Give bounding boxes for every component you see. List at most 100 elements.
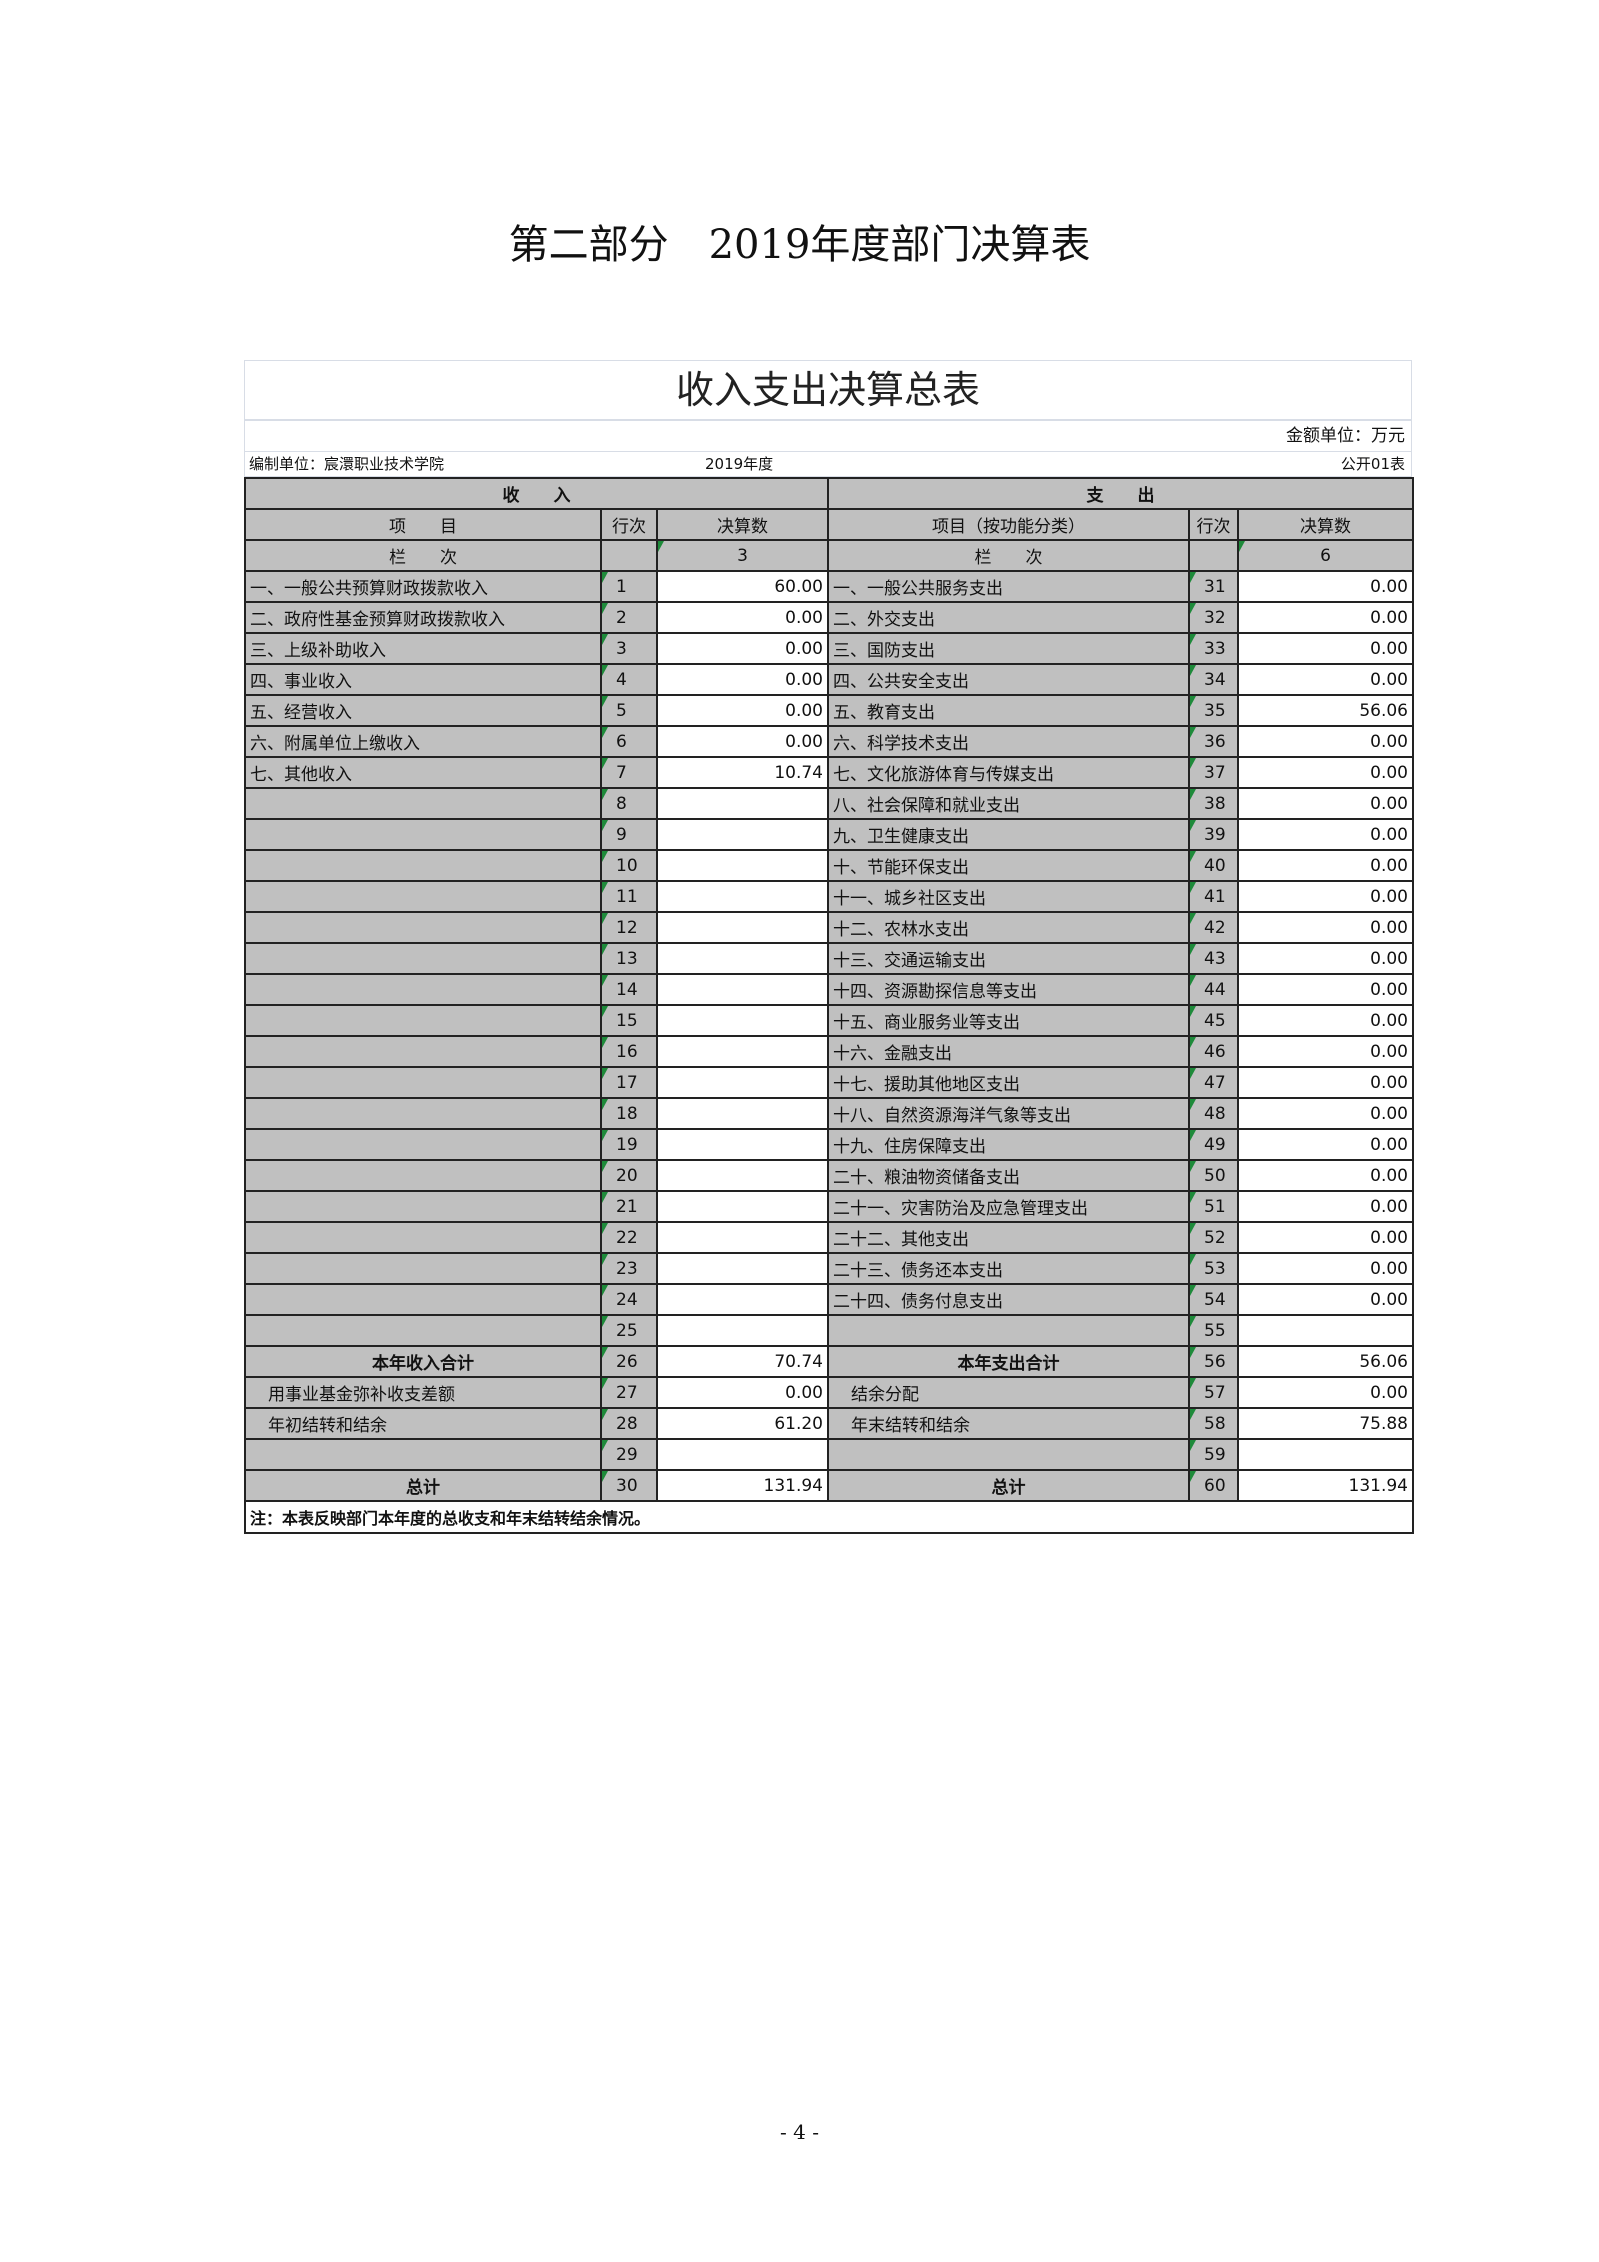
income-amount: [656, 787, 829, 820]
expense-amount: 75.88: [1237, 1407, 1414, 1440]
income-row-no: 9: [600, 818, 658, 851]
expense-amount: 0.00: [1237, 1221, 1414, 1254]
table-row: 本年收入合计 26 70.74 本年支出合计 56 56.06: [244, 1345, 1414, 1378]
income-item: 二、政府性基金预算财政拨款收入: [244, 601, 602, 634]
income-item: 用事业基金弥补收支差额: [244, 1376, 602, 1409]
income-amount: 0.00: [656, 1376, 829, 1409]
expense-row-no: 34: [1188, 663, 1239, 696]
expense-amount: 0.00: [1237, 1252, 1414, 1285]
expense-row-no: 36: [1188, 725, 1239, 758]
expense-row-no: 48: [1188, 1097, 1239, 1130]
expense-amount: 0.00: [1237, 1376, 1414, 1409]
table-row: 21 二十一、灾害防治及应急管理支出 51 0.00: [244, 1190, 1414, 1223]
income-amount: 131.94: [656, 1469, 829, 1502]
table-row: 四、事业收入 4 0.00 四、公共安全支出 34 0.00: [244, 663, 1414, 696]
expense-row-no: 44: [1188, 973, 1239, 1006]
income-amount: [656, 1066, 829, 1099]
income-amount: [656, 1004, 829, 1037]
expense-item: 七、文化旅游体育与传媒支出: [827, 756, 1190, 789]
year-label: 2019年度: [705, 455, 774, 473]
income-item: 本年收入合计: [244, 1345, 602, 1378]
expense-row-no: 43: [1188, 942, 1239, 975]
expense-item: 十九、住房保障支出: [827, 1128, 1190, 1161]
income-row-no: 10: [600, 849, 658, 882]
expense-item: 十五、商业服务业等支出: [827, 1004, 1190, 1037]
table-row: 12 十二、农林水支出 42 0.00: [244, 911, 1414, 944]
expense-amount: 0.00: [1237, 1066, 1414, 1099]
income-row-no: 17: [600, 1066, 658, 1099]
income-item: 一、一般公共预算财政拨款收入: [244, 570, 602, 603]
income-row-no: 29: [600, 1438, 658, 1471]
income-item: [244, 1035, 602, 1068]
seq-expense: 6: [1237, 539, 1414, 572]
table-row: 16 十六、金融支出 46 0.00: [244, 1035, 1414, 1068]
table-row: 23 二十三、债务还本支出 53 0.00: [244, 1252, 1414, 1285]
seq-income: 3: [656, 539, 829, 572]
expense-item: 二十一、灾害防治及应急管理支出: [827, 1190, 1190, 1223]
table-row: 25 55: [244, 1314, 1414, 1347]
expense-row-no: 60: [1188, 1469, 1239, 1502]
expense-amount: 0.00: [1237, 849, 1414, 882]
income-row-no: 2: [600, 601, 658, 634]
income-row-no: 13: [600, 942, 658, 975]
income-row-no: 5: [600, 694, 658, 727]
income-row-no: 28: [600, 1407, 658, 1440]
table-row: 二、政府性基金预算财政拨款收入 2 0.00 二、外交支出 32 0.00: [244, 601, 1414, 634]
income-item: [244, 880, 602, 913]
table-row: 18 十八、自然资源海洋气象等支出 48 0.00: [244, 1097, 1414, 1130]
expense-amount: 0.00: [1237, 973, 1414, 1006]
expense-item: 五、教育支出: [827, 694, 1190, 727]
expense-row-no: 42: [1188, 911, 1239, 944]
income-row-no: 19: [600, 1128, 658, 1161]
expense-amount: 0.00: [1237, 787, 1414, 820]
table-row: 19 十九、住房保障支出 49 0.00: [244, 1128, 1414, 1161]
expense-item: 二十二、其他支出: [827, 1221, 1190, 1254]
summary-table: 收 入 支 出 项 目 行次 决算数 项目（按功能分类） 行次 决算数 栏 次 …: [244, 477, 1414, 1534]
expense-row-no: 58: [1188, 1407, 1239, 1440]
expense-item: [827, 1314, 1190, 1347]
expense-item: 十二、农林水支出: [827, 911, 1190, 944]
expense-row-no: 51: [1188, 1190, 1239, 1223]
income-item: [244, 818, 602, 851]
income-row-no: 7: [600, 756, 658, 789]
table-row: 8 八、社会保障和就业支出 38 0.00: [244, 787, 1414, 820]
income-amount: [656, 1252, 829, 1285]
expense-item: 十八、自然资源海洋气象等支出: [827, 1097, 1190, 1130]
expense-amount: 131.94: [1237, 1469, 1414, 1502]
expense-row-no: 38: [1188, 787, 1239, 820]
expense-row-no: 54: [1188, 1283, 1239, 1316]
income-amount: [656, 973, 829, 1006]
income-item: [244, 1283, 602, 1316]
income-amount: 0.00: [656, 601, 829, 634]
unit-label: 金额单位：万元: [245, 421, 1411, 452]
expense-item: 十一、城乡社区支出: [827, 880, 1190, 913]
expense-row-no: 52: [1188, 1221, 1239, 1254]
expense-item: 二十三、债务还本支出: [827, 1252, 1190, 1285]
col-item-expense: 项目（按功能分类）: [827, 508, 1190, 541]
income-item: 总计: [244, 1469, 602, 1502]
budget-sheet: 收入支出决算总表 金额单位：万元 编制单位：宸澴职业技术学院 2019年度 公开…: [244, 360, 1414, 1534]
table-note: 注：本表反映部门本年度的总收支和年末结转结余情况。: [244, 1500, 1414, 1534]
expense-amount: 0.00: [1237, 880, 1414, 913]
expense-amount: 0.00: [1237, 1283, 1414, 1316]
table-row: 20 二十、粮油物资储备支出 50 0.00: [244, 1159, 1414, 1192]
income-item: [244, 1066, 602, 1099]
income-amount: 0.00: [656, 632, 829, 665]
income-amount: [656, 1283, 829, 1316]
income-amount: [656, 1438, 829, 1471]
table-row: 11 十一、城乡社区支出 41 0.00: [244, 880, 1414, 913]
expense-row-no: 49: [1188, 1128, 1239, 1161]
expense-item: 本年支出合计: [827, 1345, 1190, 1378]
expense-amount: 0.00: [1237, 1159, 1414, 1192]
expense-row-no: 50: [1188, 1159, 1239, 1192]
expense-row-no: 33: [1188, 632, 1239, 665]
income-item: [244, 942, 602, 975]
income-row-no: 16: [600, 1035, 658, 1068]
income-item: 三、上级补助收入: [244, 632, 602, 665]
income-row-no: 4: [600, 663, 658, 696]
income-item: [244, 1314, 602, 1347]
seq-label-expense: 栏 次: [827, 539, 1190, 572]
expense-row-no: 45: [1188, 1004, 1239, 1037]
expense-row-no: 46: [1188, 1035, 1239, 1068]
income-item: [244, 787, 602, 820]
